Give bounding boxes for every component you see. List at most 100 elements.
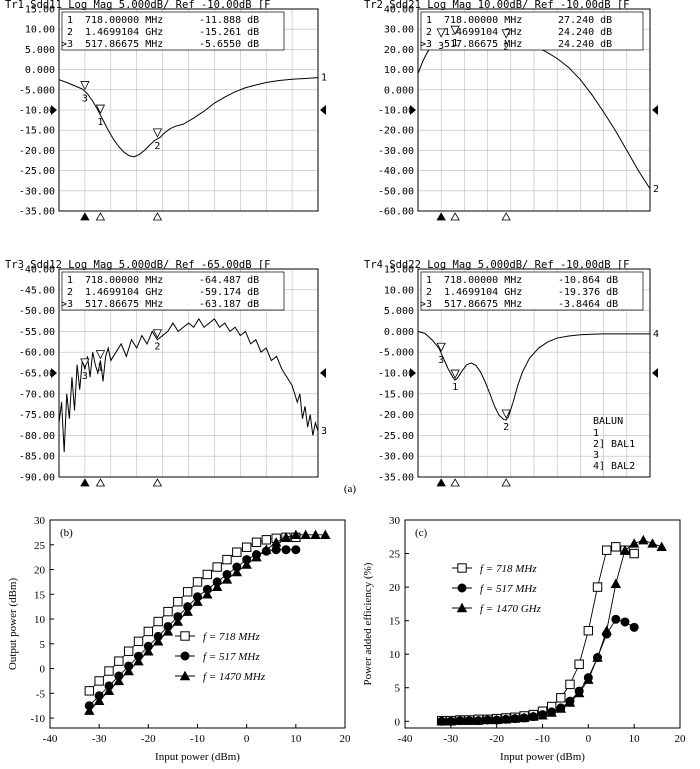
marker-readout-box xyxy=(61,11,285,51)
data-point-triangle xyxy=(592,652,603,662)
data-point-triangle xyxy=(290,529,302,540)
y-tick-label: -60.00 xyxy=(19,348,55,359)
marker-readout-box xyxy=(420,11,644,51)
figure-label: (a) xyxy=(344,483,357,495)
data-point-triangle xyxy=(656,541,667,552)
marker-readout-id: >3 xyxy=(61,299,73,310)
marker-readout-value: -15.261 dB xyxy=(199,27,259,38)
y-tick-label: -40.00 xyxy=(19,265,55,276)
data-point-triangle xyxy=(583,674,594,684)
trace-marker-label: 1 xyxy=(97,117,103,128)
marker-readout-value: 24.240 dB xyxy=(558,39,612,50)
data-point-triangle xyxy=(152,636,164,646)
marker-readout-freq: 1.4699104 GHz xyxy=(444,287,522,298)
stimulus-marker-icon xyxy=(80,212,90,221)
legend-entry-label: f = 1470 MHz xyxy=(203,671,266,683)
panel-label: (c) xyxy=(415,527,428,539)
trace-marker-icon xyxy=(80,81,90,91)
data-point-square xyxy=(457,563,467,573)
marker-readout-freq: 517.86675 MHz xyxy=(85,39,163,50)
data-point-triangle xyxy=(619,544,631,555)
x-tick-label: -30 xyxy=(92,733,107,745)
data-point-square xyxy=(232,547,242,557)
data-point-triangle xyxy=(473,715,484,725)
ref-arrow-left-icon xyxy=(51,368,57,378)
marker-readout-value: -11.888 dB xyxy=(199,15,259,26)
data-point-triangle xyxy=(601,625,612,635)
marker-readout-box xyxy=(61,271,285,311)
data-point-triangle xyxy=(610,578,622,588)
marker-readout-freq: 517.86675 MHz xyxy=(444,299,522,310)
series-2: f = 1470 GHz xyxy=(436,534,667,726)
marker-readout-id: 1 xyxy=(67,275,73,286)
marker-readout-value: -10.864 dB xyxy=(558,275,618,286)
marker-readout-freq: 517.86675 MHz xyxy=(444,39,522,50)
y-tick-label: -45.00 xyxy=(19,285,55,296)
data-point-triangle xyxy=(192,596,203,606)
y-tick-label: 20 xyxy=(389,582,401,594)
data-point-triangle xyxy=(202,589,213,599)
x-tick-label: 10 xyxy=(290,733,302,745)
trace-marker-icon xyxy=(95,104,106,114)
marker-readout-value: -63.187 dB xyxy=(199,299,259,310)
data-point-square xyxy=(173,597,183,607)
plot-frame xyxy=(58,8,319,212)
stimulus-marker-icon xyxy=(95,478,106,487)
trace-marker-label: 2 xyxy=(154,342,160,353)
vna-panel-tr3: Tr3 Sdd12 Log Mag 5.000dB/ Ref -65.00dB … xyxy=(5,259,327,487)
data-point-square xyxy=(601,545,612,555)
plot-frame xyxy=(417,8,651,212)
y-tick-label: 30 xyxy=(389,515,401,527)
series-1: f = 517 MHz xyxy=(84,545,301,711)
trace-end-label: 2 xyxy=(653,184,659,195)
trace-marker-icon xyxy=(436,28,446,38)
marker-readout: 1 718.00000 MHz 27.240 dB 2 1.4699104 GHz 24.… xyxy=(420,11,644,51)
y-tick-label: 5 xyxy=(395,683,401,695)
trace-marker-label: 1 xyxy=(97,363,103,374)
marker-readout-value: 24.240 dB xyxy=(558,27,612,38)
data-point-triangle xyxy=(133,655,144,666)
trace-marker-icon xyxy=(152,128,163,138)
data-point-square xyxy=(180,631,190,641)
marker-readout-id: >3 xyxy=(420,299,432,310)
x-tick-label: -20 xyxy=(141,733,156,745)
stimulus-marker-icon xyxy=(436,212,446,221)
y-tick-label: -15.00 xyxy=(378,389,414,400)
data-point-circle xyxy=(620,617,630,627)
y-tick-label: 0.000 xyxy=(25,65,55,76)
data-point-triangle xyxy=(231,566,243,577)
y-tick-label: -20.00 xyxy=(378,126,414,137)
y-tick-label: 15.00 xyxy=(384,265,414,276)
y-tick-label: 20 xyxy=(34,565,46,577)
xy-panel-pout: -40 -30 -20 -10 0 10 20 -10 -5 0 5 10 15 20 25 30 (b) Inp… xyxy=(7,515,351,763)
data-point-triangle xyxy=(537,710,548,720)
data-point-circle xyxy=(291,545,301,555)
trace-marker-icon xyxy=(436,342,446,353)
y-tick-label: -80.00 xyxy=(19,431,55,442)
trace-marker-label: 1 xyxy=(452,382,458,393)
marker-readout: 1 718.00000 MHz -11.888 dB 2 1.4699104 GHz -1… xyxy=(61,11,285,51)
data-point-square xyxy=(143,626,154,637)
x-tick-label: 0 xyxy=(244,733,250,745)
y-tick-label: -35.00 xyxy=(378,473,414,484)
balun-legend-line: 1 xyxy=(593,428,599,439)
y-tick-label: 0.000 xyxy=(384,327,414,338)
data-point-triangle xyxy=(454,715,466,725)
y-tick-label: 0.000 xyxy=(384,85,414,96)
data-point-square xyxy=(574,659,584,669)
marker-readout-value: 27.240 dB xyxy=(558,15,612,26)
vna-panel-tr1: Tr1 Sdd11 Log Mag 5.000dB/ Ref -10.00dB … xyxy=(5,0,327,221)
data-point-triangle xyxy=(84,705,95,715)
data-point-circle xyxy=(611,614,621,624)
legend-entry-label: f = 517 MHz xyxy=(480,583,537,595)
y-tick-label: -5.000 xyxy=(19,85,55,96)
marker-readout-value: -59.174 dB xyxy=(199,287,259,298)
trace-header-tr4: Tr4 Sdd22 Log Mag 5.000dB/ Ref -10.00dB … xyxy=(364,259,630,271)
data-point-square xyxy=(629,548,639,559)
y-tick-label: -10 xyxy=(30,713,45,725)
y-tick-label: -25.00 xyxy=(19,166,55,177)
stimulus-marker-icon xyxy=(501,212,511,221)
data-point-square xyxy=(114,656,124,666)
balun-legend-line: 4] BAL2 xyxy=(593,461,635,472)
data-point-square xyxy=(192,577,203,587)
